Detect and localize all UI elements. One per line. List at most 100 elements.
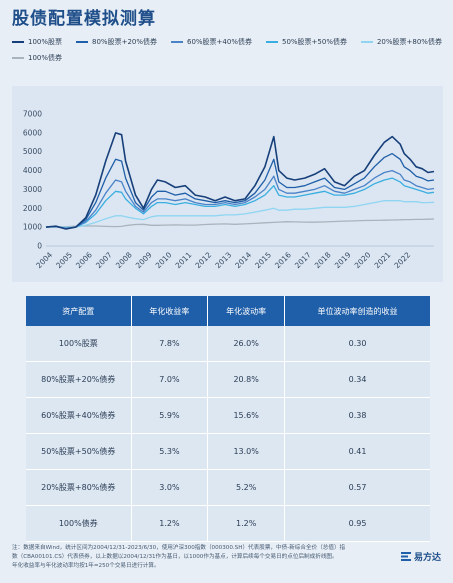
y-tick-label: 5000 bbox=[23, 147, 42, 156]
legend-label: 60%股票+40%债券 bbox=[187, 38, 252, 46]
table-cell: 1.2% bbox=[131, 505, 209, 542]
legend-swatch bbox=[76, 41, 89, 43]
table-cell: 0.41 bbox=[284, 433, 430, 470]
table-cell: 1.2% bbox=[207, 505, 286, 542]
legend-swatch bbox=[360, 41, 373, 43]
legend-item: 100%股票 bbox=[12, 37, 62, 47]
legend-item: 60%股票+40%债券 bbox=[171, 37, 252, 47]
x-tick-label: 2004 bbox=[34, 250, 54, 270]
brand-mark-icon bbox=[400, 552, 411, 561]
table-cell: 80%股票+20%债券 bbox=[26, 361, 132, 398]
table-cell: 7.0% bbox=[131, 361, 209, 398]
legend-swatch bbox=[12, 41, 24, 43]
legend-swatch bbox=[12, 57, 24, 59]
table-cell: 5.9% bbox=[131, 397, 209, 434]
table-cell: 3.0% bbox=[131, 469, 209, 506]
table-row: 100%债券 1.2% 1.2% 0.95 bbox=[26, 505, 430, 542]
x-tick-label: 2007 bbox=[94, 250, 114, 270]
footnote: 注：数据来自Wind，统计区间为2004/12/31-2023/6/30，使用沪… bbox=[12, 544, 392, 571]
x-tick-label: 2008 bbox=[114, 250, 134, 270]
table-row: 80%股票+20%债券 7.0% 20.8% 0.34 bbox=[26, 361, 430, 398]
y-tick-label: 4000 bbox=[23, 166, 42, 175]
table-cell: 20.8% bbox=[207, 361, 286, 398]
brand-name: 易方达 bbox=[413, 553, 441, 563]
x-tick-label: 2019 bbox=[333, 250, 353, 270]
table-header-cell: 年化收益率 bbox=[131, 296, 209, 326]
footnote-line: 注：数据来自Wind，统计区间为2004/12/31-2023/6/30，使用沪… bbox=[12, 545, 346, 551]
legend-item: 20%股票+80%债券 bbox=[360, 37, 442, 47]
table-cell: 60%股票+40%债券 bbox=[26, 397, 132, 434]
table-row: 50%股票+50%债券 5.3% 13.0% 0.41 bbox=[26, 433, 430, 470]
legend-swatch bbox=[171, 41, 183, 43]
series-line bbox=[45, 177, 435, 229]
x-tick-label: 2006 bbox=[74, 250, 94, 270]
y-tick-label: 7000 bbox=[23, 110, 42, 119]
table-row: 20%股票+80%债券 3.0% 5.2% 0.57 bbox=[26, 469, 430, 506]
table-cell: 0.57 bbox=[284, 469, 430, 506]
x-tick-label: 2011 bbox=[174, 250, 194, 270]
legend-label: 20%股票+80%债券 bbox=[376, 38, 442, 46]
series-line bbox=[45, 169, 435, 229]
brand-logo: 易方达 bbox=[400, 550, 441, 563]
table-cell: 5.3% bbox=[131, 433, 209, 470]
chart-panel: 0 1000 2000 3000 4000 5000 6000 7000 2004 2005 200… bbox=[12, 86, 443, 282]
table-cell: 5.2% bbox=[207, 469, 286, 506]
x-tick-label: 2005 bbox=[54, 250, 74, 270]
table-row: 100%股票 7.8% 26.0% 0.30 bbox=[26, 326, 430, 362]
x-tick-label: 2016 bbox=[273, 250, 293, 270]
x-tick-label: 2013 bbox=[213, 250, 233, 270]
x-tick-label: 2014 bbox=[233, 250, 253, 270]
stats-table: 资产配置 年化收益率 年化波动率 单位波动率创造的收益 100%股票 7.8% 26.0%… bbox=[26, 296, 430, 542]
table-cell: 50%股票+50%债券 bbox=[26, 433, 132, 470]
legend-label: 50%股票+50%债券 bbox=[281, 38, 347, 46]
legend-label: 100%债券 bbox=[28, 54, 63, 62]
table-cell: 0.38 bbox=[284, 397, 430, 434]
table-header-cell: 年化波动率 bbox=[207, 296, 286, 326]
legend-row: 100%股票 80%股票+20%债券 60%股票+40%债券 50%股票+50%债券 2… bbox=[12, 34, 448, 50]
chart-legend: 100%股票 80%股票+20%债券 60%股票+40%债券 50%股票+50%债券 2… bbox=[12, 34, 448, 66]
footnote-line: 数（CBA00101.CS）代表债券，以上数据以2004/12/31作为基日，以… bbox=[12, 554, 338, 560]
series-line bbox=[45, 218, 435, 228]
table-cell: 7.8% bbox=[131, 326, 209, 362]
x-tick-label: 2020 bbox=[353, 250, 373, 270]
y-tick-label: 0 bbox=[37, 242, 42, 251]
table-cell: 13.0% bbox=[207, 433, 286, 470]
legend-swatch bbox=[265, 41, 278, 43]
table-cell: 100%债券 bbox=[26, 505, 132, 542]
table-header-cell: 单位波动率创造的收益 bbox=[284, 296, 430, 326]
x-tick-label: 2022 bbox=[392, 250, 412, 270]
x-tick-label: 2010 bbox=[154, 250, 174, 270]
y-tick-label: 1000 bbox=[23, 223, 42, 232]
series-line bbox=[45, 152, 435, 230]
table-cell: 26.0% bbox=[207, 326, 286, 362]
table-row: 60%股票+40%债券 5.9% 15.6% 0.38 bbox=[26, 397, 430, 434]
x-tick-label: 2012 bbox=[193, 250, 213, 270]
series-line bbox=[45, 132, 435, 230]
page-title: 股债配置模拟测算 bbox=[12, 9, 156, 29]
x-tick-label: 2018 bbox=[313, 250, 333, 270]
x-tick-label: 2009 bbox=[134, 250, 154, 270]
legend-item: 80%股票+20%债券 bbox=[76, 37, 157, 47]
stats-table-wrapper: 资产配置 年化收益率 年化波动率 单位波动率创造的收益 100%股票 7.8% 26.0%… bbox=[26, 296, 430, 542]
table-cell: 100%股票 bbox=[26, 326, 132, 362]
legend-item: 100%债券 bbox=[12, 53, 62, 63]
table-cell: 15.6% bbox=[207, 397, 286, 434]
table-cell: 20%股票+80%债券 bbox=[26, 469, 132, 506]
y-tick-label: 6000 bbox=[23, 128, 42, 137]
footnote-line: 年化收益率与年化波动率均按1年=250个交易日进行计算。 bbox=[12, 563, 160, 569]
table-header-row: 资产配置 年化收益率 年化波动率 单位波动率创造的收益 bbox=[26, 296, 430, 326]
y-tick-label: 2000 bbox=[23, 204, 42, 213]
table-cell: 0.30 bbox=[284, 326, 430, 362]
legend-label: 80%股票+20%债券 bbox=[92, 38, 157, 46]
table-header-cell: 资产配置 bbox=[26, 296, 132, 326]
x-tick-label: 2017 bbox=[293, 250, 313, 270]
legend-row: 100%债券 bbox=[12, 50, 448, 66]
x-tick-label: 2021 bbox=[373, 250, 393, 270]
table-cell: 0.95 bbox=[284, 505, 430, 542]
table-cell: 0.34 bbox=[284, 361, 430, 398]
y-tick-label: 3000 bbox=[23, 185, 42, 194]
series-line bbox=[45, 200, 435, 228]
x-tick-label: 2015 bbox=[253, 250, 273, 270]
legend-item: 50%股票+50%债券 bbox=[265, 37, 347, 47]
